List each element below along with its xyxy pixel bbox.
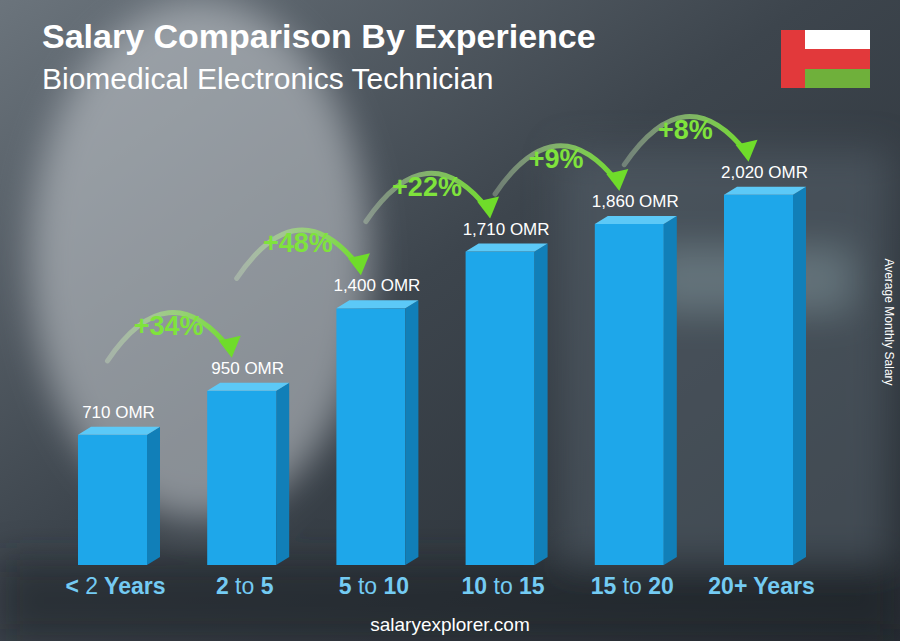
bar-side [276,383,289,565]
title: Salary Comparison By Experience [42,17,596,55]
rect [560,150,890,570]
tick-part: 15 [513,573,545,599]
arrow-head [348,253,370,275]
bar-side [147,427,160,565]
data-label: 950 OMR [211,359,284,378]
bar-group [724,187,806,565]
bar-group [336,300,418,565]
x-tick-label: 10 to 15 [462,573,545,599]
bar-group [595,216,677,565]
tick-part: 5 [254,573,273,599]
x-tick-label: < 2 Years [66,573,166,599]
bars [78,187,806,565]
x-tick-label: 5 to 10 [339,573,409,599]
tick-part: < [66,573,86,599]
x-tick-label: 2 to 5 [216,573,274,599]
tick-part: 10 [462,573,494,599]
x-tick-label: 20+ Years [708,573,814,599]
source: salaryexplorer.com [370,614,529,635]
x-tick-label: 15 to 20 [591,573,674,599]
annotation: +9% [529,144,584,174]
arrow-head [219,336,241,358]
tick-part: to [494,573,513,599]
bar-top [207,383,289,391]
tick-part: Years [98,573,165,599]
rect [0,560,900,641]
data-label: 1,400 OMR [333,276,420,295]
bar [78,435,147,565]
data-label: 2,020 OMR [721,163,808,182]
bar-group [78,427,160,565]
bar-group [207,383,289,565]
flag [781,30,870,88]
arrow-head [477,197,499,219]
bar-side [405,300,418,565]
bar-group [466,244,548,566]
tick-part: to [623,573,642,599]
bar-side [793,187,806,565]
annotation: +22% [392,172,462,202]
bar [336,308,405,565]
bar-top [78,427,160,435]
tick-part: 20 [642,573,674,599]
chart-svg: Salary Comparison By Experience Biomedica… [0,0,900,641]
bar [724,195,793,565]
bar-top [724,187,806,195]
rect [781,30,870,88]
background-blur [0,0,900,641]
bar [595,224,664,565]
data-label: 1,860 OMR [592,192,679,211]
tick-part: 2 [216,573,235,599]
tick-part: 10 [377,573,409,599]
subtitle: Biomedical Electronics Technician [42,62,493,95]
bar-top [336,300,418,308]
annotation: +48% [263,228,333,258]
data-label: 710 OMR [82,403,155,422]
arrow-head [606,169,628,191]
arrow-head [736,140,758,162]
tick-part: to [235,573,254,599]
bar-side [664,216,677,565]
bar [207,391,276,565]
bar-top [595,216,677,224]
y-axis-label: Average Monthly Salary [882,258,896,385]
chart-root: Salary Comparison By Experience Biomedica… [0,0,900,641]
annotation: +34% [134,311,204,341]
bar [466,252,535,566]
bar-top [466,244,548,252]
bar-side [535,244,548,566]
tick-part: 5 [339,573,358,599]
annotation: +8% [658,115,713,145]
background [0,0,900,641]
data-label: 1,710 OMR [463,220,550,239]
tick-part: to [358,573,377,599]
tick-part: 2 [85,573,98,599]
tick-part: 15 [591,573,623,599]
rect [781,30,805,88]
